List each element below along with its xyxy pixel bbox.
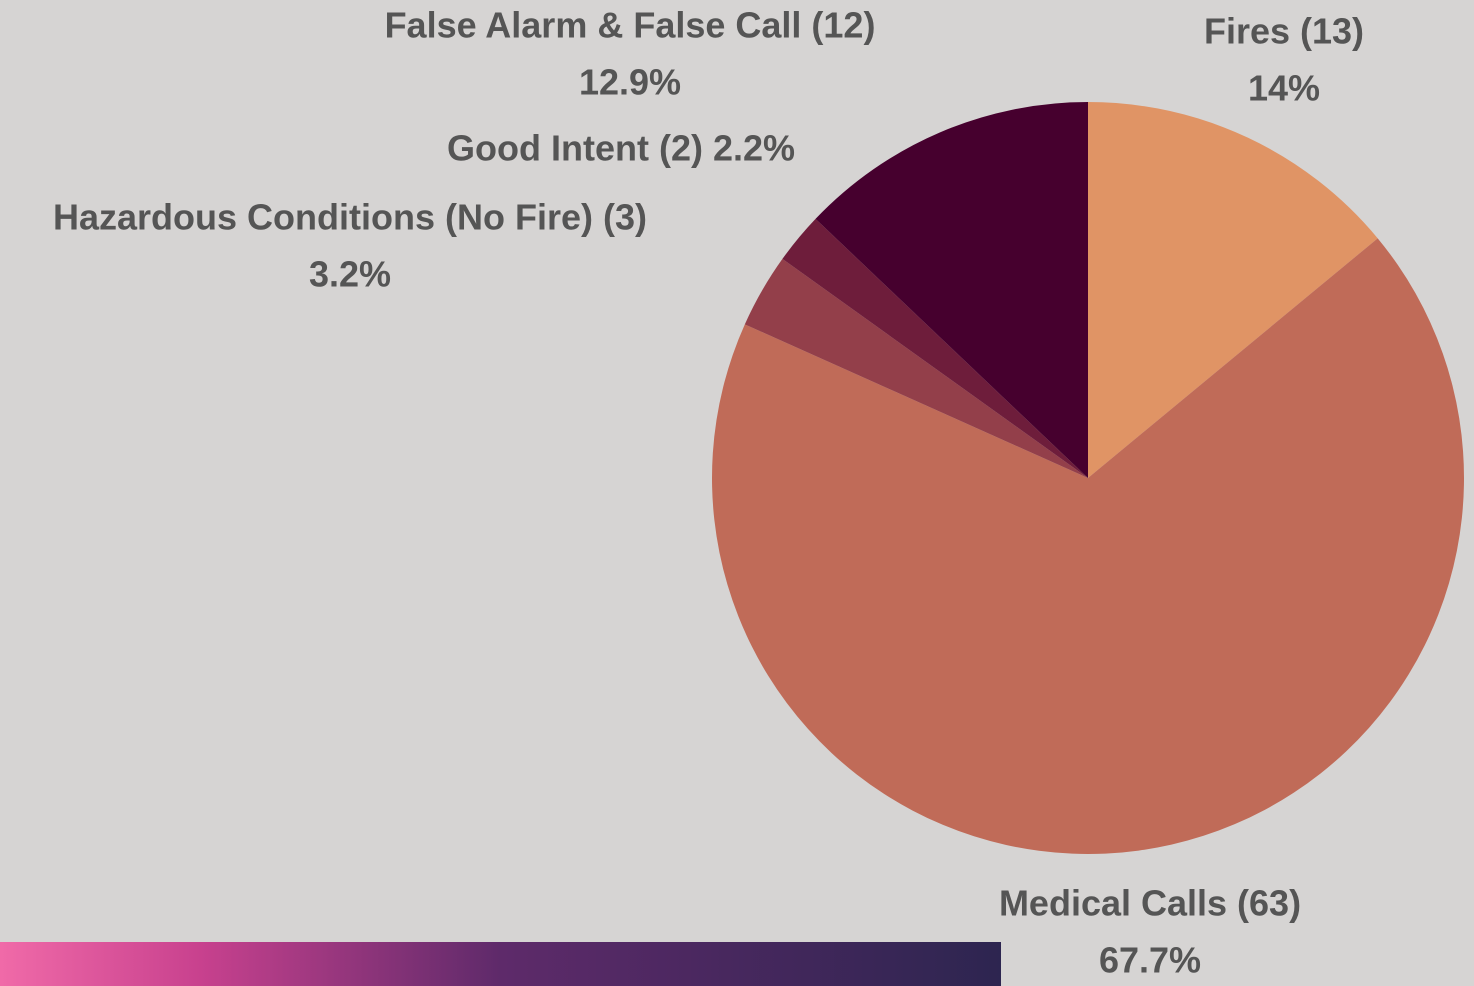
slice-value-label: 14%	[1248, 68, 1320, 109]
slice-label: False Alarm & False Call (12)	[385, 5, 876, 46]
slice-label: Fires (13)	[1204, 11, 1364, 52]
slice-label: Good Intent (2)	[447, 128, 703, 169]
slice-label: Hazardous Conditions (No Fire) (3)	[53, 197, 647, 238]
slice-value-label: 12.9%	[579, 62, 681, 103]
slice-label: Medical Calls (63)	[999, 883, 1301, 924]
decorative-image-strip	[0, 942, 1001, 986]
page: Fires (13) 14% Medical Calls (63) 67.7% Haza…	[0, 0, 1474, 986]
slice-value-label: 3.2%	[309, 254, 391, 295]
slice-value-label: 67.7%	[1099, 940, 1201, 981]
slice-value-label: 2.2%	[713, 128, 795, 169]
pie	[712, 102, 1464, 854]
chart: Fires (13) 14% Medical Calls (63) 67.7% Haza…	[0, 0, 1474, 986]
